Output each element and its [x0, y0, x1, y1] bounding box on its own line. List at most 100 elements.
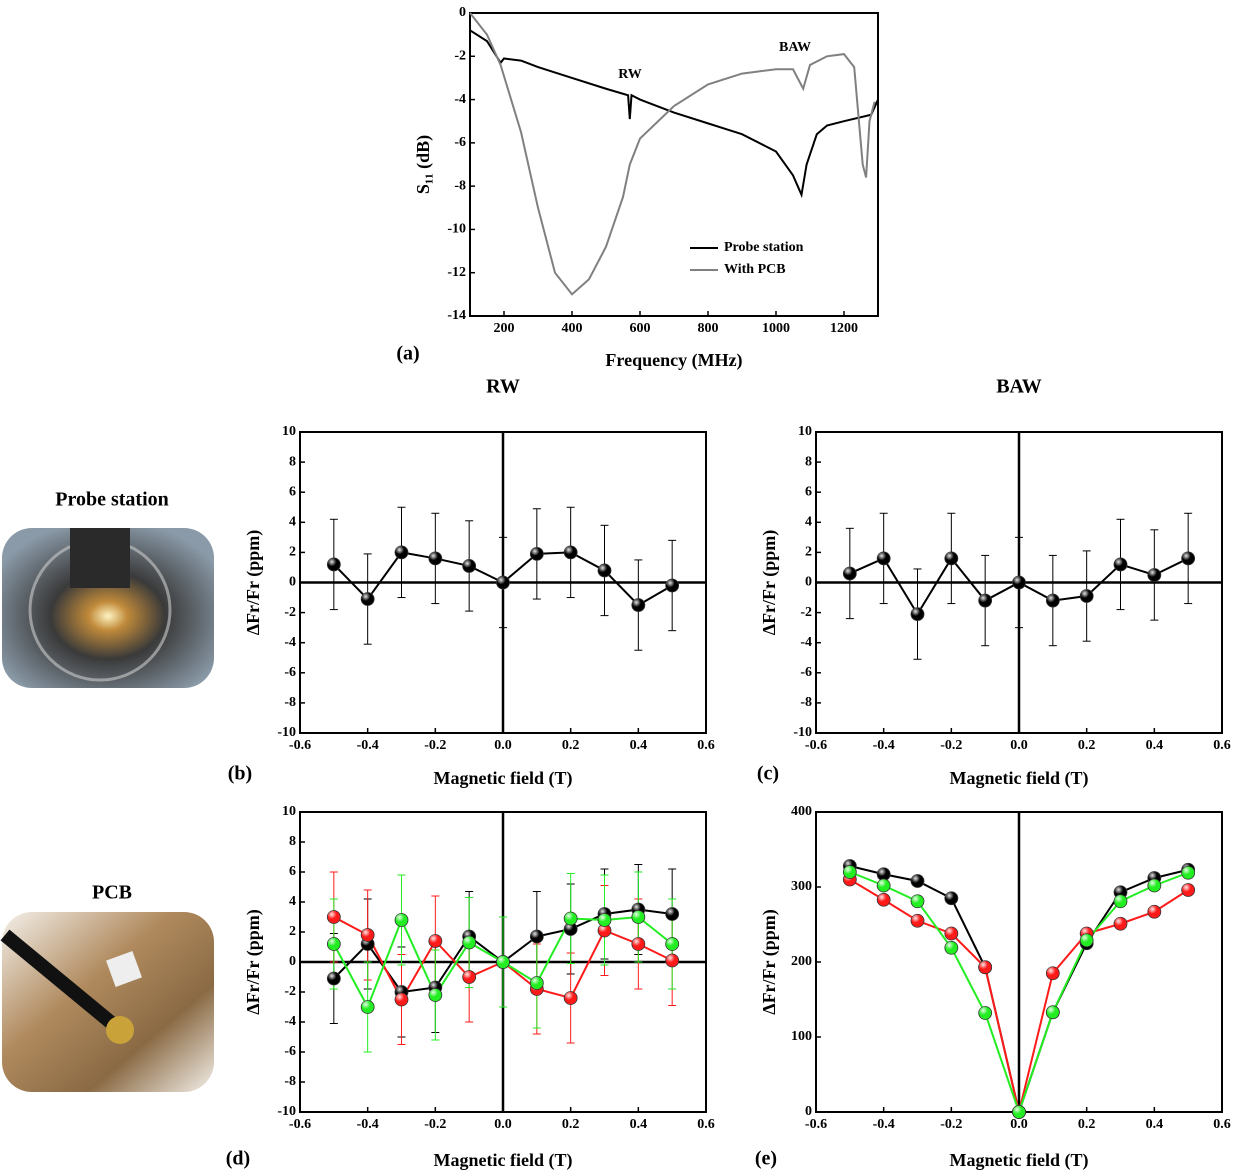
marker-shine: [530, 976, 544, 990]
x-tick-label: 1200: [830, 321, 858, 336]
y-tick-label: 10: [282, 804, 296, 819]
marker-shine: [911, 607, 924, 621]
marker-shine: [462, 936, 476, 949]
marker-shine: [944, 551, 958, 565]
marker-shine: [978, 960, 992, 974]
y-tick-label: 0: [459, 5, 466, 20]
x-tick-label: 1000: [762, 321, 790, 336]
y-tick-label: -10: [447, 222, 466, 237]
x-tick-label: -0.6: [805, 738, 827, 753]
y-tick-label: -2: [284, 605, 296, 620]
pcb-photo: [0, 912, 214, 1092]
x-tick-label: -0.6: [289, 738, 311, 753]
line: [469, 29, 879, 199]
marker-shine: [327, 972, 341, 985]
x-tick-label: -0.6: [289, 1117, 311, 1132]
y-tick-label: 8: [289, 454, 296, 469]
marker-shine: [327, 557, 341, 571]
panel-label: (a): [396, 343, 419, 365]
x-tick-label: 0.6: [697, 1117, 715, 1132]
y-tick-label: -4: [284, 1014, 296, 1029]
marker-shine: [665, 954, 679, 967]
panel-title: BAW: [996, 376, 1042, 398]
x-tick-label: 0.6: [697, 738, 715, 753]
x-axis-label: Frequency (MHz): [605, 350, 742, 371]
marker-shine: [877, 551, 891, 565]
y-tick-label: 4: [289, 894, 296, 909]
y-tick-label: 2: [289, 924, 296, 939]
y-tick-label: -2: [800, 605, 812, 620]
marker-shine: [843, 865, 857, 879]
marker-shine: [1046, 966, 1060, 980]
x-tick-label: -0.2: [940, 738, 962, 753]
marker-shine: [1181, 883, 1195, 897]
y-tick-label: -10: [277, 1104, 296, 1119]
row-label: PCB: [92, 882, 132, 904]
y-tick-label: -6: [800, 665, 812, 680]
annotation: RW: [618, 67, 642, 82]
marker-shine: [361, 928, 375, 942]
marker-shine: [665, 937, 679, 951]
y-tick-label: 4: [805, 515, 812, 530]
marker-shine: [361, 592, 375, 606]
x-tick-label: -0.2: [424, 738, 446, 753]
row-label: Probe station: [55, 489, 169, 511]
panel-title: RW: [486, 376, 520, 398]
panel-label: (b): [228, 763, 252, 785]
x-tick-label: -0.6: [805, 1117, 827, 1132]
marker-shine: [944, 927, 958, 940]
x-tick-label: 0.6: [1213, 738, 1231, 753]
marker-shine: [564, 922, 578, 936]
x-tick-label: 0.6: [1213, 1117, 1231, 1132]
panel-label: (e): [755, 1148, 777, 1170]
y-axis-label: ΔFr/Fr (ppm): [759, 530, 780, 635]
y-tick-label: 200: [791, 954, 812, 969]
y-tick-label: 0: [289, 954, 296, 969]
marker-shine: [428, 988, 442, 1002]
y-tick-label: 2: [289, 545, 296, 560]
y-tick-label: -2: [454, 49, 466, 64]
marker-shine: [1147, 905, 1161, 919]
y-tick-label: 8: [289, 834, 296, 849]
x-tick-label: 0.2: [1078, 1117, 1096, 1132]
marker-shine: [395, 913, 408, 927]
x-tick-label: 0.2: [1078, 738, 1096, 753]
y-tick-label: 100: [791, 1029, 812, 1044]
marker-shine: [564, 545, 578, 559]
x-tick-label: 200: [494, 321, 515, 336]
marker-shine: [598, 924, 611, 937]
marker-shine: [564, 912, 578, 925]
marker-shine: [462, 970, 476, 984]
x-tick-label: 0.0: [494, 738, 512, 753]
x-tick-label: 600: [630, 321, 651, 336]
y-tick-label: 10: [282, 424, 296, 439]
x-tick-label: 0.4: [630, 738, 648, 753]
y-tick-label: -12: [447, 265, 466, 280]
marker-shine: [978, 1006, 992, 1020]
x-tick-label: -0.2: [424, 1117, 446, 1132]
probe-photo: [2, 528, 214, 688]
marker-shine: [877, 893, 891, 907]
line: [469, 12, 876, 296]
y-tick-label: 0: [805, 1104, 812, 1119]
x-axis-label: Magnetic field (T): [434, 768, 573, 789]
x-tick-label: 0.4: [1146, 1117, 1164, 1132]
marker-shine: [911, 894, 924, 908]
marker-shine: [1147, 879, 1161, 892]
x-tick-label: 400: [562, 321, 583, 336]
marker-shine: [1080, 589, 1094, 603]
y-tick-label: -6: [284, 1044, 296, 1059]
y-tick-label: 6: [289, 864, 296, 879]
marker-shine: [327, 937, 341, 951]
marker-shine: [564, 991, 578, 1005]
y-tick-label: 0: [289, 575, 296, 590]
x-axis-label: Magnetic field (T): [950, 1150, 1089, 1171]
marker-shine: [944, 941, 958, 955]
marker-shine: [944, 891, 958, 905]
marker-shine: [395, 993, 408, 1006]
x-tick-label: -0.4: [873, 738, 895, 753]
y-tick-label: -10: [793, 725, 812, 740]
marker-shine: [428, 934, 442, 948]
marker-shine: [1046, 1005, 1060, 1019]
y-tick-label: 2: [805, 545, 812, 560]
